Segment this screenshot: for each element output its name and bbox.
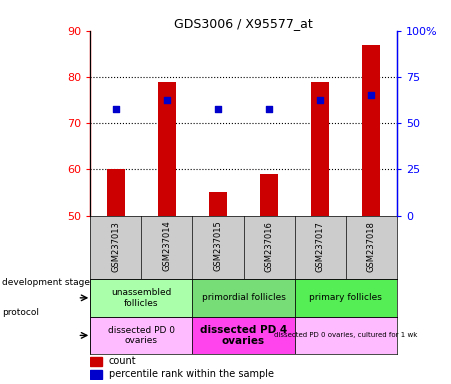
Bar <box>362 45 380 215</box>
Text: primary follicles: primary follicles <box>309 293 382 302</box>
Point <box>163 97 170 103</box>
Text: unassembled
follicles: unassembled follicles <box>111 288 171 308</box>
Bar <box>295 317 397 354</box>
Text: GSM237013: GSM237013 <box>111 221 120 271</box>
Point <box>266 106 273 113</box>
Text: GSM237015: GSM237015 <box>213 221 222 271</box>
Text: GSM237014: GSM237014 <box>162 221 171 271</box>
Text: dissected PD 4
ovaries: dissected PD 4 ovaries <box>200 324 287 346</box>
Bar <box>193 279 295 317</box>
Bar <box>90 317 193 354</box>
Text: GSM237017: GSM237017 <box>316 221 325 271</box>
Point <box>112 106 120 113</box>
Text: dissected PD 0 ovaries, cultured for 1 wk: dissected PD 0 ovaries, cultured for 1 w… <box>274 333 418 338</box>
Text: GSM237016: GSM237016 <box>265 221 274 271</box>
Text: percentile rank within the sample: percentile rank within the sample <box>109 369 274 379</box>
Point <box>317 97 324 103</box>
Bar <box>209 192 227 215</box>
Bar <box>311 81 329 215</box>
Bar <box>260 174 278 215</box>
Bar <box>295 279 397 317</box>
Title: GDS3006 / X95577_at: GDS3006 / X95577_at <box>174 17 313 30</box>
Text: GSM237018: GSM237018 <box>367 221 376 271</box>
Text: primordial follicles: primordial follicles <box>202 293 285 302</box>
Bar <box>90 357 102 366</box>
Point <box>368 92 375 98</box>
Bar <box>158 81 176 215</box>
Point <box>214 106 221 113</box>
Text: development stage: development stage <box>2 278 90 287</box>
Bar <box>107 169 124 215</box>
Bar <box>193 317 295 354</box>
Bar <box>90 370 102 379</box>
Text: dissected PD 0
ovaries: dissected PD 0 ovaries <box>108 326 175 345</box>
Bar <box>90 279 193 317</box>
Text: protocol: protocol <box>2 308 39 318</box>
Text: count: count <box>109 356 136 366</box>
